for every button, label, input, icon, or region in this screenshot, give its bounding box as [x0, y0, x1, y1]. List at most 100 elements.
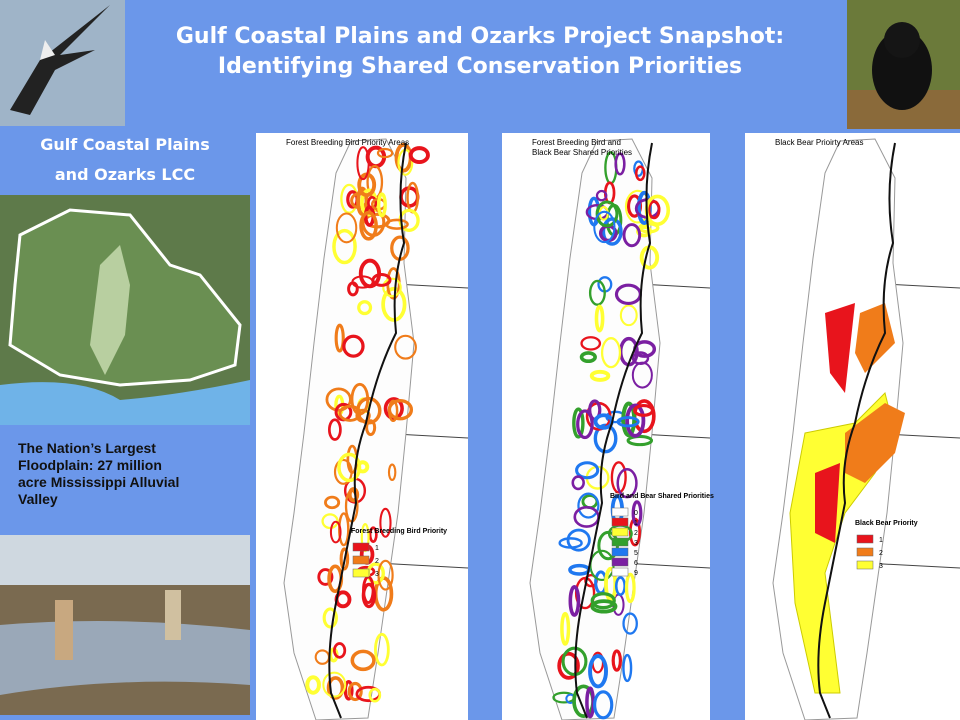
priority-patch	[560, 611, 571, 646]
priority-patch	[332, 642, 347, 659]
priority-patch	[317, 568, 334, 586]
caption-line: Floodplain: 27 million	[18, 457, 162, 473]
map-panel: Forest Breeding Bird Priority Areas Fores…	[256, 133, 469, 720]
legend-title: Black Bear Priority	[855, 520, 918, 527]
priority-patch	[382, 277, 402, 298]
priority-patch	[377, 559, 394, 591]
priority-patch	[368, 526, 378, 543]
state-line	[864, 562, 960, 569]
legend-swatch	[611, 537, 629, 547]
priority-patch	[305, 675, 321, 695]
title-line: Gulf Coastal Plains and Ozarks Project S…	[175, 24, 785, 49]
priority-patch	[595, 200, 619, 228]
priority-patch	[326, 676, 345, 700]
priority-patch	[558, 537, 583, 549]
priority-patch	[561, 646, 588, 677]
priority-patch	[368, 687, 382, 703]
priority-patch	[350, 649, 376, 672]
priority-patch	[576, 409, 594, 440]
priority-patch	[334, 323, 345, 353]
priority-patch	[590, 599, 618, 614]
state-line	[375, 562, 469, 569]
priority-patch	[322, 671, 347, 698]
priority-patch	[575, 461, 600, 480]
legend: Bird and Bear Shared Priorities 0 1 2 3 5 6 9	[610, 493, 714, 577]
priority-patch	[571, 475, 585, 491]
priority-patch	[347, 281, 359, 297]
priority-patch	[624, 572, 636, 604]
priority-patch	[371, 273, 392, 287]
priority-patch	[357, 300, 373, 316]
priority-patch	[343, 679, 354, 701]
priority-area	[815, 463, 840, 543]
priority-patch	[622, 612, 638, 635]
priority-patch	[631, 351, 650, 365]
legend-label: 3	[634, 540, 638, 547]
priority-patch	[600, 337, 622, 369]
priority-patch	[616, 416, 640, 428]
priority-area	[845, 403, 905, 483]
priority-patch	[384, 218, 409, 230]
priority-patch	[374, 632, 390, 667]
legend-swatch	[611, 507, 629, 517]
priority-patch	[647, 200, 661, 220]
priority-area	[825, 303, 855, 393]
priority-patch	[329, 520, 342, 544]
legend-label: 1	[634, 520, 638, 527]
map-title: Black Bear Prioirty Areas	[775, 138, 863, 147]
priority-patch	[332, 228, 357, 265]
map-title: Forest Breeding Bird Priority Areas	[286, 138, 409, 147]
legend-swatch	[352, 555, 370, 565]
priority-patch	[376, 192, 387, 218]
priority-patch	[347, 681, 363, 702]
priority-patch	[626, 434, 654, 447]
priority-patch	[572, 407, 585, 439]
priority-patch	[394, 334, 417, 360]
priority-patch	[579, 351, 597, 364]
priority-patch	[631, 500, 643, 527]
heading-line: Gulf Coastal Plains	[40, 135, 210, 154]
priority-patch	[594, 304, 605, 333]
priority-patch	[616, 467, 638, 499]
caption-line: Valley	[18, 491, 58, 507]
priority-patch	[338, 404, 362, 422]
legend-label: 1	[879, 537, 883, 544]
map-title: Black Bear Shared Priorities	[532, 148, 632, 157]
legend-title: Bird and Bear Shared Priorities	[610, 493, 714, 500]
legend-swatch	[611, 517, 629, 527]
priority-patch	[387, 399, 399, 423]
legend-swatch	[856, 560, 874, 570]
priority-patch	[322, 607, 338, 629]
legend-label: 5	[634, 550, 638, 557]
legend-swatch	[352, 568, 370, 578]
priority-patch	[589, 369, 611, 382]
region-map	[0, 195, 250, 425]
caption: The Nation’s Largest Floodplain: 27 mill…	[18, 440, 248, 508]
priority-patch	[381, 286, 407, 322]
priority-patch	[622, 223, 642, 248]
legend-swatch	[856, 547, 874, 557]
priority-patch	[593, 690, 614, 720]
priority-patch	[622, 653, 633, 683]
priority-patch	[619, 304, 638, 327]
map-panel: Black Bear Prioirty Areas Black Bear Prio…	[745, 133, 960, 720]
priority-patch	[611, 649, 623, 672]
priority-patch	[338, 512, 350, 547]
priority-patch	[365, 419, 377, 437]
priority-patch	[356, 146, 370, 181]
priority-patch	[568, 585, 581, 617]
legend-label: 3	[375, 571, 379, 578]
title-line: Identifying Shared Conservation Prioriti…	[217, 54, 743, 79]
legend-label: 2	[634, 530, 638, 537]
priority-patch	[321, 513, 339, 530]
priority-patch	[359, 210, 378, 241]
river	[328, 142, 407, 719]
priority-patch	[387, 463, 397, 482]
legend-label: 0	[634, 510, 638, 517]
priority-patch	[324, 495, 341, 510]
priority-patch	[408, 146, 430, 165]
priority-patch	[335, 212, 358, 244]
river	[817, 142, 896, 719]
